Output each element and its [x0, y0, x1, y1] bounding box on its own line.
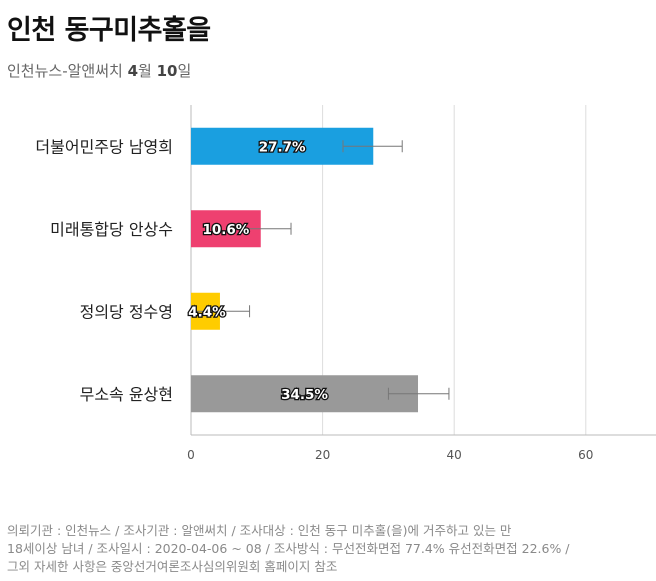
x-tick-label: 20 — [315, 448, 330, 462]
category-label: 미래통합당 안상수 — [50, 220, 173, 239]
subtitle-day: 10 — [156, 62, 178, 80]
footnote-line-3: 그외 자세한 사항은 중앙선거여론조사심의위원회 홈페이지 참조 — [7, 559, 338, 574]
category-label: 무소속 윤상현 — [80, 385, 173, 404]
data-label: 4.4% — [188, 304, 226, 320]
subtitle-day-unit: 일 — [177, 62, 192, 80]
subtitle-source: 인천뉴스-알앤써치 — [7, 62, 128, 80]
data-label: 34.5% — [281, 387, 328, 403]
data-label: 27.7% — [259, 139, 306, 155]
category-label: 정의당 정수영 — [80, 302, 173, 321]
footnote-line-2: 18세이상 남녀 / 조사일시 : 2020-04-06 ~ 08 / 조사방식… — [7, 541, 570, 556]
x-tick-label: 40 — [447, 448, 462, 462]
data-label: 10.6% — [202, 222, 249, 238]
footnote-line-1: 의뢰기관 : 인천뉴스 / 조사기관 : 알앤써치 / 조사대상 : 인천 동구… — [7, 523, 512, 538]
chart-subtitle: 인천뉴스-알앤써치 4월 10일 — [7, 60, 191, 81]
bar-chart: 0 20 40 60 더불어민주당 남영희 27.7% 미래통합당 안상수 10.6% 정의당 … — [35, 105, 656, 462]
category-label: 더불어민주당 남영희 — [35, 137, 173, 156]
subtitle-month-unit: 월 — [138, 62, 157, 80]
x-tick-label: 60 — [578, 448, 593, 462]
chart-title: 인천 동구미추홀을 — [7, 15, 211, 46]
x-tick-label: 0 — [187, 448, 195, 462]
survey-footnote: 의뢰기관 : 인천뉴스 / 조사기관 : 알앤써치 / 조사대상 : 인천 동구… — [7, 522, 651, 576]
subtitle-month: 4 — [127, 62, 139, 80]
bar — [191, 375, 419, 413]
